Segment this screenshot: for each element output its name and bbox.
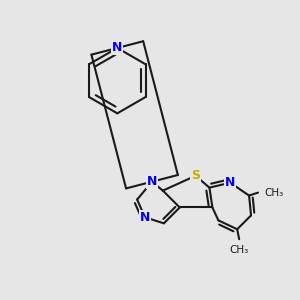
- Text: N: N: [112, 41, 122, 55]
- Text: S: S: [191, 169, 200, 182]
- Text: N: N: [140, 211, 150, 224]
- Text: N: N: [147, 175, 157, 188]
- Text: N: N: [225, 176, 236, 189]
- Text: CH₃: CH₃: [230, 245, 249, 255]
- Text: CH₃: CH₃: [264, 188, 283, 198]
